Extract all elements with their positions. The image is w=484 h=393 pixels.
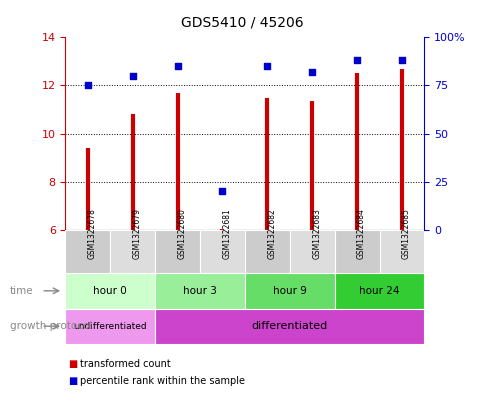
Bar [378, 230, 424, 273]
Text: hour 9: hour 9 [272, 286, 306, 296]
Text: GSM1322679: GSM1322679 [133, 208, 141, 259]
Text: growth protocol: growth protocol [10, 321, 92, 331]
Text: GSM1322681: GSM1322681 [222, 208, 231, 259]
Bar [65, 309, 155, 344]
Bar [65, 273, 155, 309]
Point [84, 82, 91, 88]
Bar [334, 230, 378, 273]
Bar [65, 230, 110, 273]
Bar [155, 309, 423, 344]
Text: percentile rank within the sample: percentile rank within the sample [80, 376, 244, 386]
Bar [244, 230, 289, 273]
Bar [334, 273, 424, 309]
Text: GDS5410 / 45206: GDS5410 / 45206 [181, 16, 303, 30]
Bar [110, 230, 155, 273]
Text: GSM1322684: GSM1322684 [356, 208, 365, 259]
Text: time: time [10, 286, 33, 296]
Point [352, 57, 360, 64]
Point [129, 73, 136, 79]
Point [263, 63, 271, 69]
Bar [289, 230, 334, 273]
Bar [155, 273, 244, 309]
Point [218, 188, 226, 195]
Bar [199, 230, 244, 273]
Point [173, 63, 181, 69]
Text: ■: ■ [68, 376, 77, 386]
Text: hour 0: hour 0 [93, 286, 127, 296]
Text: transformed count: transformed count [80, 358, 170, 369]
Bar [244, 273, 334, 309]
Bar [155, 230, 200, 273]
Text: hour 24: hour 24 [359, 286, 399, 296]
Text: undifferentiated: undifferentiated [74, 322, 147, 331]
Text: GSM1322678: GSM1322678 [88, 208, 97, 259]
Text: ■: ■ [68, 358, 77, 369]
Text: GSM1322683: GSM1322683 [312, 208, 320, 259]
Point [397, 57, 405, 64]
Text: hour 3: hour 3 [183, 286, 216, 296]
Text: GSM1322680: GSM1322680 [177, 208, 186, 259]
Text: differentiated: differentiated [251, 321, 327, 331]
Point [308, 69, 316, 75]
Text: GSM1322685: GSM1322685 [401, 208, 410, 259]
Text: GSM1322682: GSM1322682 [267, 208, 276, 259]
